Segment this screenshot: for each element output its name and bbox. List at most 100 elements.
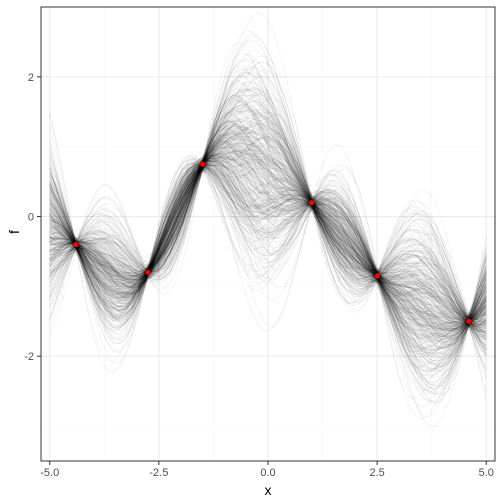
sample-curve bbox=[49, 163, 487, 324]
sample-curve bbox=[49, 54, 487, 334]
sample-curve bbox=[49, 109, 487, 362]
sample-curve bbox=[49, 160, 487, 336]
sample-curve bbox=[49, 155, 487, 331]
sample-curve bbox=[49, 150, 487, 372]
sample-curve bbox=[49, 141, 487, 327]
sample-curve bbox=[49, 133, 487, 335]
sample-curve bbox=[49, 87, 487, 335]
sample-curve bbox=[49, 137, 487, 340]
sample-curve bbox=[49, 157, 487, 339]
sample-curve bbox=[49, 133, 487, 404]
sample-curve bbox=[49, 157, 487, 321]
sample-curve bbox=[49, 165, 487, 335]
sample-curve bbox=[49, 149, 487, 340]
sample-curve bbox=[49, 163, 487, 339]
sample-curve bbox=[49, 110, 487, 348]
sample-curve bbox=[49, 94, 487, 334]
sample-curve bbox=[49, 155, 487, 326]
sample-curve bbox=[49, 128, 487, 328]
sample-curve bbox=[49, 132, 487, 362]
sample-curve bbox=[49, 154, 487, 350]
sample-curve bbox=[49, 149, 487, 365]
sample-curve bbox=[49, 155, 487, 396]
sample-curve bbox=[49, 121, 487, 327]
sample-curve bbox=[49, 162, 487, 321]
sample-curve bbox=[49, 157, 487, 377]
sample-curve bbox=[49, 146, 487, 327]
observation-point bbox=[308, 199, 315, 206]
observation-point bbox=[73, 241, 79, 248]
sample-curve bbox=[49, 100, 487, 319]
sample-curve bbox=[49, 88, 487, 330]
sample-curve bbox=[49, 128, 487, 323]
sample-curve bbox=[49, 137, 487, 364]
sample-curve bbox=[49, 104, 487, 353]
sample-curve bbox=[49, 59, 487, 337]
sample-curve bbox=[49, 125, 487, 408]
sample-curve bbox=[49, 170, 487, 323]
sample-curve bbox=[49, 151, 487, 348]
sample-curve bbox=[49, 132, 487, 320]
sample-curve bbox=[49, 146, 487, 355]
sample-curve bbox=[49, 159, 487, 329]
sample-curve bbox=[49, 132, 487, 332]
sample-curve bbox=[49, 160, 487, 324]
sample-curve bbox=[49, 137, 487, 330]
sample-curve bbox=[49, 169, 487, 355]
sample-curve bbox=[49, 127, 487, 343]
sample-curve bbox=[49, 166, 487, 321]
sample-curve bbox=[49, 156, 487, 351]
sample-curve bbox=[49, 140, 487, 337]
sample-curve bbox=[49, 164, 487, 348]
sample-curve bbox=[49, 141, 487, 342]
sample-curve bbox=[49, 166, 487, 356]
sample-curve bbox=[49, 160, 487, 323]
sample-curve bbox=[49, 164, 487, 340]
x-tick-label: -2.5 bbox=[149, 467, 168, 479]
sample-curve bbox=[49, 143, 487, 320]
sample-curve bbox=[49, 157, 487, 323]
sample-curve bbox=[49, 154, 487, 330]
sample-curve bbox=[49, 53, 487, 399]
sample-curve bbox=[49, 140, 487, 325]
sample-curve bbox=[49, 166, 487, 355]
sample-curve bbox=[49, 155, 487, 332]
sample-curve bbox=[49, 158, 487, 328]
sample-curve bbox=[49, 126, 487, 315]
sample-curve bbox=[49, 121, 487, 337]
sample-curve bbox=[49, 134, 487, 352]
sample-curve bbox=[49, 165, 487, 321]
sample-curve bbox=[49, 146, 487, 333]
sample-curve bbox=[49, 157, 487, 387]
sample-curve bbox=[49, 66, 487, 339]
sample-curve bbox=[49, 164, 487, 337]
sample-curve bbox=[49, 156, 487, 334]
sample-curve bbox=[49, 123, 487, 332]
sample-curve bbox=[49, 138, 487, 328]
sample-curve bbox=[49, 146, 487, 369]
sample-curve bbox=[49, 61, 487, 329]
sample-curve bbox=[49, 128, 487, 325]
sample-curve bbox=[49, 134, 487, 383]
sample-curve bbox=[49, 154, 487, 343]
sample-curve bbox=[49, 97, 487, 345]
sample-curve bbox=[49, 160, 487, 351]
sample-curve bbox=[49, 120, 487, 358]
sample-curve bbox=[49, 159, 487, 325]
sample-curve bbox=[49, 111, 487, 335]
sample-curve bbox=[49, 166, 487, 351]
sample-curve bbox=[49, 163, 487, 333]
sample-curve bbox=[49, 138, 487, 347]
sample-curve bbox=[49, 126, 487, 392]
sample-curve bbox=[49, 120, 487, 331]
sample-curve bbox=[49, 113, 487, 342]
sample-curve bbox=[49, 80, 487, 324]
sample-curve bbox=[49, 163, 487, 332]
sample-curve bbox=[49, 147, 487, 343]
sample-curve bbox=[49, 127, 487, 325]
sample-curve bbox=[49, 66, 487, 380]
sample-curve bbox=[49, 161, 487, 350]
sample-curve bbox=[49, 153, 487, 391]
sample-curve bbox=[49, 136, 487, 356]
sample-curve bbox=[49, 150, 487, 332]
